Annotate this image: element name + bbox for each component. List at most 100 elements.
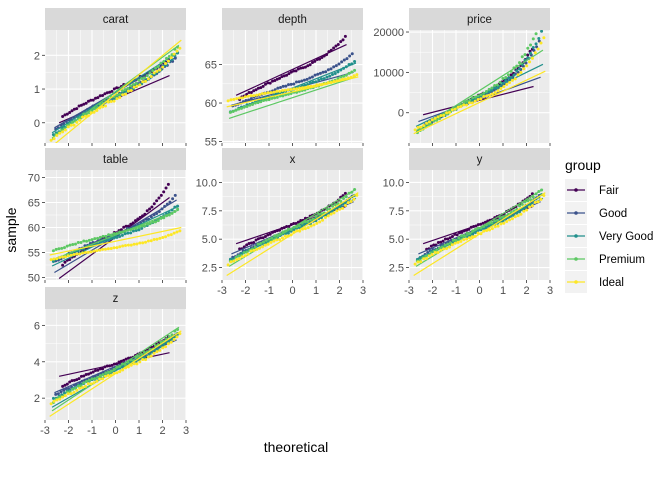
qq-point — [82, 102, 86, 106]
qq-point — [126, 243, 130, 247]
qq-point — [129, 89, 133, 93]
qq-point — [504, 76, 508, 80]
qq-point — [237, 107, 241, 111]
facet-strip-label: x — [290, 154, 296, 166]
qq-points-fair — [238, 34, 347, 101]
qq-point — [347, 71, 351, 75]
qq-point — [328, 74, 332, 78]
qq-point — [52, 137, 56, 141]
facet-panel-depth: depth 55 60 65 — [205, 8, 364, 148]
qq-point — [84, 373, 88, 377]
qq-point — [275, 95, 279, 99]
qq-point — [142, 350, 146, 354]
x-tick-label: -1 — [87, 425, 97, 437]
qq-point — [137, 78, 141, 82]
qq-point — [77, 104, 81, 108]
qq-point — [62, 246, 66, 250]
qq-point — [95, 379, 99, 383]
qq-point — [158, 68, 162, 72]
qq-point — [94, 96, 98, 100]
qq-point — [249, 90, 253, 94]
qq-point — [83, 250, 87, 254]
qq-point — [272, 90, 276, 94]
qq-point — [66, 125, 70, 129]
qq-point — [326, 68, 330, 72]
y-tick-label: 6 — [34, 320, 40, 332]
qq-point — [106, 373, 110, 377]
qq-point — [542, 36, 546, 40]
qq-point — [317, 212, 321, 216]
qq-point — [144, 240, 148, 244]
qq-point — [526, 46, 530, 50]
qq-reference-line-fair — [235, 44, 347, 96]
qq-point — [70, 109, 74, 113]
qq-point — [63, 128, 67, 132]
qq-point — [325, 208, 329, 212]
qq-point — [490, 92, 494, 96]
qq-point — [467, 236, 471, 240]
qq-point — [56, 392, 60, 396]
qq-point — [154, 220, 158, 224]
facet-panel-carat: carat 0 1 2 — [34, 8, 187, 146]
y-tick-label: 50 — [28, 273, 40, 285]
qq-point — [530, 56, 534, 60]
qq-point — [146, 77, 150, 81]
qq-point — [531, 45, 535, 49]
qq-reference-line-premium — [51, 326, 180, 412]
qq-point — [141, 241, 145, 245]
qq-point — [146, 239, 150, 243]
qq-point — [286, 88, 290, 92]
qq-point — [473, 99, 477, 103]
qq-point — [49, 138, 53, 142]
y-tick-label: 0 — [34, 118, 40, 130]
qq-point — [135, 362, 139, 366]
qq-point — [166, 342, 170, 346]
qq-point — [539, 41, 543, 45]
qq-point — [69, 253, 73, 257]
qq-point — [72, 378, 76, 382]
qq-point — [65, 244, 69, 248]
qq-point — [325, 75, 329, 79]
qq-point — [134, 81, 138, 85]
qq-point — [287, 83, 291, 87]
qq-point — [137, 354, 141, 358]
qq-point — [439, 248, 443, 252]
qq-reference-line-premium — [228, 188, 357, 267]
qq-point — [108, 90, 112, 94]
qq-point — [146, 355, 150, 359]
qq-point — [462, 103, 466, 107]
qq-point — [61, 395, 65, 399]
facet-strip — [45, 8, 186, 30]
y-tick-label: 2 — [34, 393, 40, 405]
qq-point — [495, 218, 499, 222]
qq-point — [129, 84, 133, 88]
qq-point — [495, 83, 499, 87]
qq-point — [89, 98, 93, 102]
legend-title: group — [565, 157, 601, 173]
qq-point — [267, 98, 271, 102]
qq-points-ideal — [413, 36, 546, 132]
facet-strip-label: carat — [103, 14, 129, 26]
panel-marks — [226, 188, 359, 276]
qq-point — [460, 234, 464, 238]
facet-panels: carat012depth556065price01000020000table… — [28, 8, 553, 437]
qq-point — [96, 96, 100, 100]
qq-point — [161, 65, 165, 69]
qq-point — [86, 372, 90, 376]
qq-point — [318, 71, 322, 75]
qq-point — [164, 62, 168, 66]
y-tick-label: 10.0 — [196, 177, 217, 189]
qq-point — [315, 221, 319, 225]
qq-point — [339, 40, 343, 44]
qq-point — [70, 379, 74, 383]
qq-point — [297, 80, 301, 84]
qq-point — [122, 225, 126, 229]
qq-point — [226, 263, 230, 267]
qq-point — [226, 99, 230, 103]
qq-point — [523, 53, 527, 57]
qq-point — [504, 79, 508, 83]
qq-point — [148, 221, 152, 225]
qq-point — [537, 39, 541, 43]
qq-point — [498, 216, 502, 220]
qq-point — [447, 245, 451, 249]
